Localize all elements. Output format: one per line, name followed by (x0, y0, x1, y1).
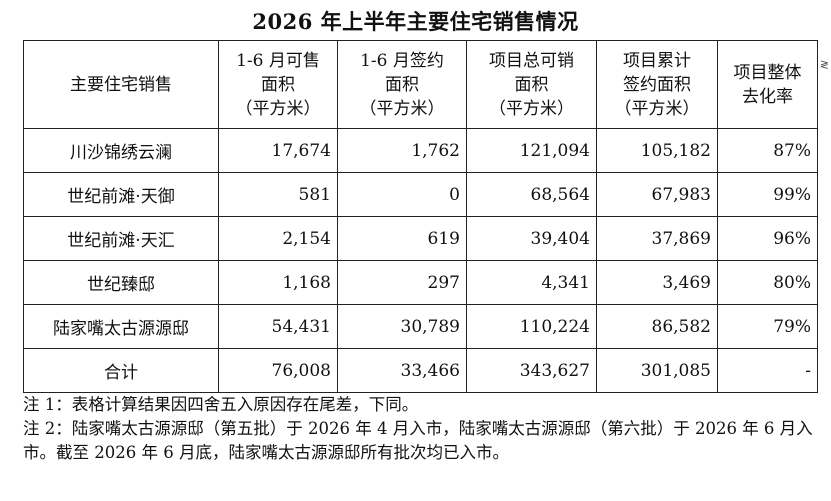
available-area-cell: 581 (218, 172, 338, 217)
header-text: 面积 (261, 74, 295, 95)
sellthrough-rate-cell: 79% (717, 304, 818, 349)
header-text: （平方米） (614, 98, 700, 119)
available-area-cell: 2,154 (218, 216, 338, 261)
table-row: 陆家嘴太古源源邸 54,431 30,789 110,224 86,582 79… (23, 304, 818, 349)
total-area-cell: 121,094 (466, 128, 597, 173)
project-name-cell: 世纪前滩·天御 (23, 172, 219, 217)
header-text: （平方米） (235, 98, 321, 119)
available-area-cell: 1,168 (218, 260, 338, 305)
table-row: 川沙锦绣云澜 17,674 1,762 121,094 105,182 87% (23, 128, 818, 173)
header-text: 去化率 (742, 86, 793, 107)
signed-area-cell: 619 (337, 216, 467, 261)
project-name-cell: 世纪前滩·天汇 (23, 216, 219, 261)
sellthrough-rate-cell: 80% (717, 260, 818, 305)
available-area-cell: 54,431 (218, 304, 338, 349)
header-text: 项目总可销 (489, 50, 574, 71)
header-text: 签约面积 (623, 74, 691, 95)
signed-area-cell: 297 (337, 260, 467, 305)
signed-area-cell: 0 (337, 172, 467, 217)
sales-table: 主要住宅销售 1-6 月可售 面积 （平方米） 1-6 月签约 面积 （平方米）… (23, 40, 818, 393)
header-text: 面积 (514, 74, 549, 95)
cumulative-area-cell: 301,085 (596, 348, 718, 393)
header-text: 项目累计 (623, 50, 691, 71)
total-area-cell: 39,404 (466, 216, 597, 261)
total-area-cell: 110,224 (466, 304, 597, 349)
project-name-cell: 川沙锦绣云澜 (23, 128, 219, 173)
table-title: 2026 年上半年主要住宅销售情况 (252, 9, 579, 34)
table-total-row: 合计 76,008 33,466 343,627 301,085 - (23, 348, 818, 393)
note-1: 注 1：表格计算结果因四舍五入原因存在尾差，下同。 (23, 395, 419, 414)
cumulative-area-cell: 3,469 (596, 260, 718, 305)
total-label-cell: 合计 (23, 348, 219, 393)
available-area-cell: 17,674 (218, 128, 338, 173)
header-text: 面积 (385, 74, 419, 95)
table-notes: 注 1：表格计算结果因四舍五入原因存在尾差，下同。 注 2：陆家嘴太古源源邸（第… (23, 393, 813, 465)
header-cell-cumulative-area: 项目累计 签约面积 （平方米） (596, 40, 718, 129)
table-row: 世纪前滩·天御 581 0 68,564 67,983 99% (23, 172, 818, 217)
signed-area-cell: 33,466 (337, 348, 467, 393)
header-text: （平方米） (489, 98, 574, 119)
cumulative-area-cell: 105,182 (596, 128, 718, 173)
note-2: 注 2：陆家嘴太古源源邸（第五批）于 2026 年 4 月入市，陆家嘴太古源源邸… (23, 419, 813, 462)
sellthrough-rate-cell: - (717, 348, 818, 393)
header-cell-signed-area: 1-6 月签约 面积 （平方米） (337, 40, 467, 129)
project-name-cell: 陆家嘴太古源源邸 (23, 304, 219, 349)
sellthrough-rate-cell: 87% (717, 128, 818, 173)
sellthrough-rate-cell: 96% (717, 216, 818, 261)
header-text: 1-6 月可售 (236, 50, 320, 71)
edge-scroll-icon: ≷ (819, 58, 829, 71)
project-name-cell: 世纪臻邸 (23, 260, 219, 305)
total-area-cell: 68,564 (466, 172, 597, 217)
header-cell-project: 主要住宅销售 (23, 40, 219, 129)
header-cell-sellthrough-rate: 项目整体 去化率 (717, 40, 818, 129)
table-row: 世纪臻邸 1,168 297 4,341 3,469 80% (23, 260, 818, 305)
cumulative-area-cell: 67,983 (596, 172, 718, 217)
header-text: 主要住宅销售 (70, 74, 172, 95)
header-text: 1-6 月签约 (360, 50, 444, 71)
signed-area-cell: 1,762 (337, 128, 467, 173)
signed-area-cell: 30,789 (337, 304, 467, 349)
header-text: 项目整体 (733, 62, 802, 83)
table-row: 世纪前滩·天汇 2,154 619 39,404 37,869 96% (23, 216, 818, 261)
cumulative-area-cell: 37,869 (596, 216, 718, 261)
available-area-cell: 76,008 (218, 348, 338, 393)
header-text: （平方米） (359, 98, 445, 119)
sellthrough-rate-cell: 99% (717, 172, 818, 217)
total-area-cell: 4,341 (466, 260, 597, 305)
header-cell-total-area: 项目总可销 面积 （平方米） (466, 40, 597, 129)
cumulative-area-cell: 86,582 (596, 304, 718, 349)
header-cell-available-area: 1-6 月可售 面积 （平方米） (218, 40, 338, 129)
table-header-row: 主要住宅销售 1-6 月可售 面积 （平方米） 1-6 月签约 面积 （平方米）… (23, 40, 818, 129)
total-area-cell: 343,627 (466, 348, 597, 393)
